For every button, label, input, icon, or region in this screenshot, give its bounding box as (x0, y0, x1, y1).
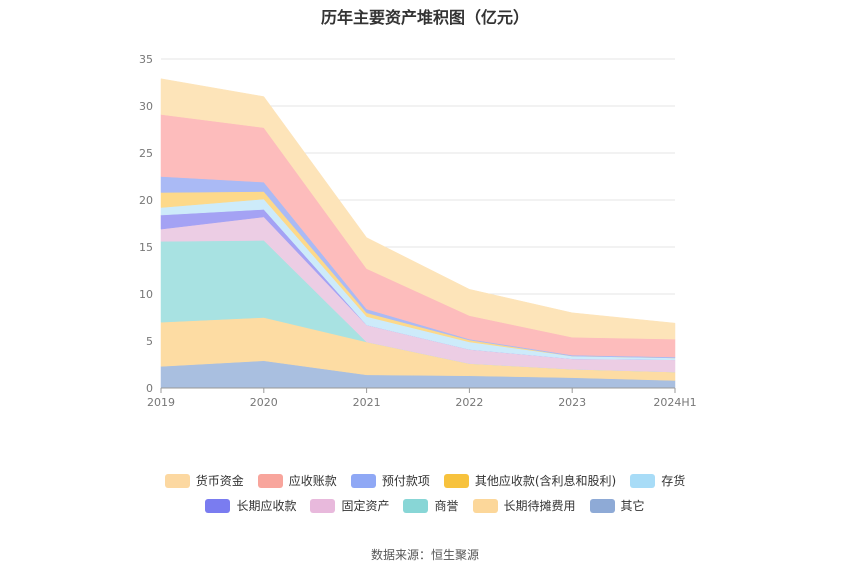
legend-item[interactable]: 应收账款 (257, 472, 337, 489)
legend-item[interactable]: 存货 (630, 472, 685, 489)
legend-label: 商誉 (434, 499, 459, 513)
legend-label: 货币资金 (195, 474, 244, 488)
y-tick-label: 25 (139, 147, 153, 160)
legend-item[interactable]: 预付款项 (350, 472, 430, 489)
legend-item[interactable]: 固定资产 (310, 497, 389, 514)
legend-swatch (257, 473, 283, 488)
legend-row: 货币资金 应收账款 预付款项 其他应收款(含利息和股利) 存货 (0, 472, 850, 489)
legend-row: 长期应收款 固定资产 商誉 长期待摊费用 其它 (0, 497, 850, 514)
y-tick-label: 10 (139, 288, 153, 301)
legend-label: 长期应收款 (236, 499, 297, 513)
y-tick-label: 5 (146, 335, 153, 348)
chart-title: 历年主要资产堆积图（亿元） (320, 8, 529, 27)
legend-swatch (443, 473, 469, 488)
legend-item[interactable]: 其他应收款(含利息和股利) (443, 472, 617, 489)
legend-label: 预付款项 (381, 474, 430, 488)
legend-label: 其他应收款(含利息和股利) (474, 474, 617, 488)
legend-item[interactable]: 长期应收款 (205, 497, 296, 514)
y-tick-label: 35 (139, 53, 153, 66)
y-tick-label: 0 (146, 382, 153, 395)
x-tick-label: 2024H1 (653, 396, 696, 409)
y-tick-label: 20 (139, 194, 153, 207)
x-tick-label: 2019 (147, 396, 175, 409)
legend-swatch (472, 498, 498, 513)
legend-swatch (630, 473, 656, 488)
y-tick-label: 15 (139, 241, 153, 254)
x-tick-label: 2020 (250, 396, 278, 409)
legend: 货币资金 应收账款 预付款项 其他应收款(含利息和股利) 存货 长期应收款 固定资产 商誉 长期… (0, 472, 850, 522)
chart-plot: 0 5 10 15 20 25 30 35 2019 2020 2021 2022 2023 2024H1 (139, 53, 697, 409)
legend-swatch (350, 473, 376, 488)
x-tick-label: 2023 (558, 396, 586, 409)
legend-swatch (205, 498, 231, 513)
area-货币资金[interactable] (160, 78, 676, 340)
area-series (160, 78, 676, 389)
legend-swatch (589, 498, 615, 513)
source-note: 数据来源：恒生聚源 (370, 548, 479, 562)
y-tick-label: 30 (139, 100, 153, 113)
legend-item[interactable]: 货币资金 (164, 472, 244, 489)
legend-swatch (310, 498, 336, 513)
axes: 0 5 10 15 20 25 30 35 2019 2020 2021 2022 2023 2024H1 (139, 53, 697, 409)
legend-label: 应收账款 (288, 474, 337, 488)
legend-swatch (403, 498, 429, 513)
x-tick-label: 2021 (353, 396, 381, 409)
legend-item[interactable]: 长期待摊费用 (472, 497, 576, 514)
legend-item[interactable]: 其它 (589, 497, 645, 514)
legend-label: 其它 (620, 499, 645, 513)
x-tick-label: 2022 (455, 396, 483, 409)
legend-label: 长期待摊费用 (503, 499, 576, 513)
legend-label: 固定资产 (341, 499, 390, 513)
legend-item[interactable]: 商誉 (403, 497, 459, 514)
legend-label: 存货 (661, 474, 686, 488)
legend-swatch (164, 473, 190, 488)
